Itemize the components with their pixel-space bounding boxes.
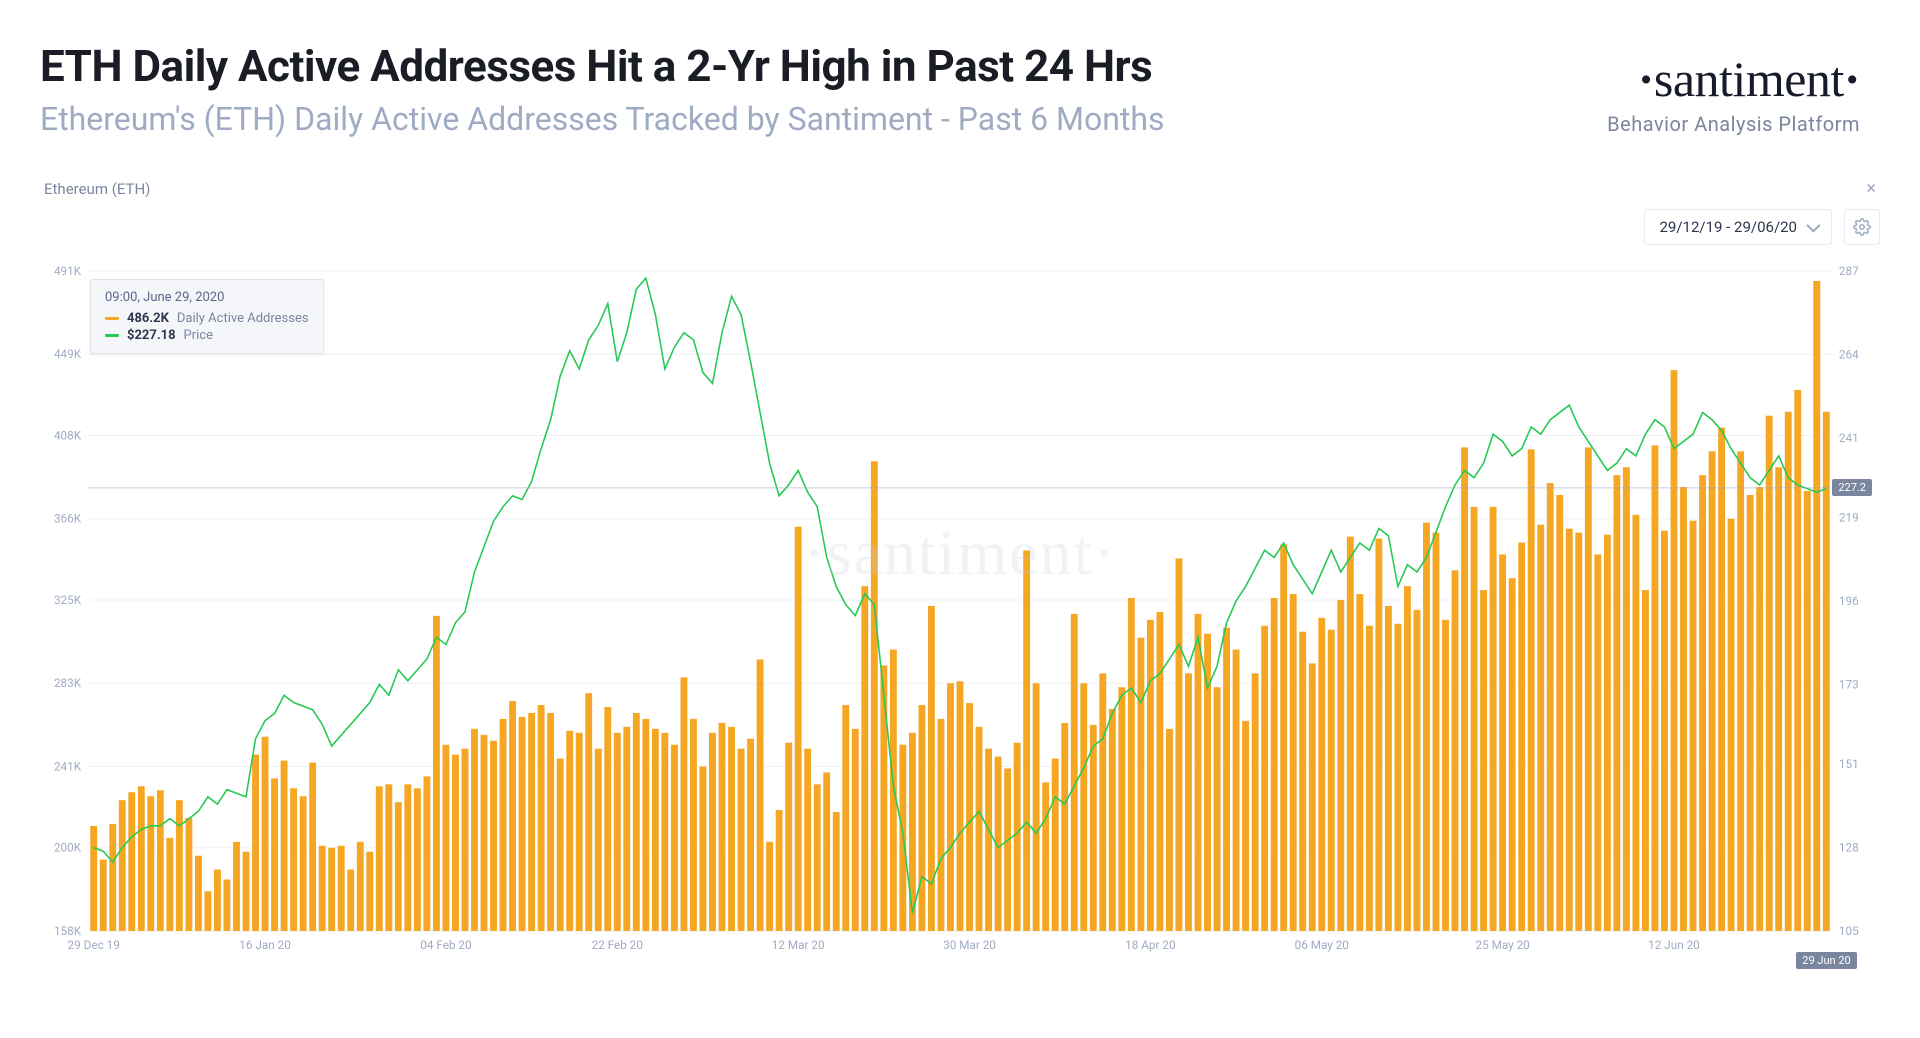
svg-text:16 Jan 20: 16 Jan 20 — [239, 938, 291, 952]
svg-text:219: 219 — [1839, 510, 1859, 524]
svg-text:449K: 449K — [54, 347, 82, 361]
price-crosshair-badge: 227.2 — [1832, 479, 1872, 496]
svg-text:151: 151 — [1839, 757, 1859, 771]
svg-text:241K: 241K — [54, 759, 82, 773]
svg-text:264: 264 — [1839, 347, 1859, 361]
svg-text:325K: 325K — [54, 593, 82, 607]
svg-text:105: 105 — [1839, 924, 1859, 938]
svg-text:408K: 408K — [54, 428, 82, 442]
settings-button[interactable] — [1844, 209, 1880, 245]
svg-text:18 Apr 20: 18 Apr 20 — [1125, 938, 1175, 952]
chart-tooltip: 09:00, June 29, 2020 486.2K Daily Active… — [90, 279, 324, 354]
svg-text:06 May 20: 06 May 20 — [1295, 938, 1349, 952]
asset-label: Ethereum (ETH) — [44, 180, 150, 198]
tooltip-series-row: $227.18 Price — [105, 328, 309, 343]
date-range-selector[interactable]: 29/12/19 - 29/06/20 — [1644, 209, 1832, 245]
gear-icon — [1853, 218, 1871, 236]
svg-text:173: 173 — [1839, 677, 1859, 691]
chevron-down-icon — [1806, 219, 1820, 233]
svg-text:241: 241 — [1839, 431, 1859, 445]
svg-text:200K: 200K — [54, 841, 82, 855]
svg-text:22 Feb 20: 22 Feb 20 — [592, 938, 643, 952]
svg-text:04 Feb 20: 04 Feb 20 — [420, 938, 471, 952]
svg-text:12 Mar 20: 12 Mar 20 — [772, 938, 825, 952]
svg-text:196: 196 — [1839, 594, 1859, 608]
combo-chart: 158K 200K 241K 283K 325K 366K 408K 449K 491K 105… — [40, 251, 1880, 971]
brand-tagline: Behavior Analysis Platform — [1607, 112, 1860, 136]
svg-text:491K: 491K — [54, 264, 82, 278]
date-crosshair-badge: 29 Jun 20 — [1796, 952, 1856, 969]
brand-block: ·santiment· Behavior Analysis Platform — [1607, 40, 1880, 136]
date-range-label: 29/12/19 - 29/06/20 — [1659, 218, 1797, 236]
chart-container[interactable]: ·santiment· 158K200K241K283K325K366K408K… — [40, 251, 1880, 971]
svg-text:25 May 20: 25 May 20 — [1475, 938, 1529, 952]
tooltip-series-row: 486.2K Daily Active Addresses — [105, 311, 309, 326]
svg-text:29 Dec 19: 29 Dec 19 — [68, 938, 120, 952]
close-icon[interactable]: × — [1866, 178, 1876, 199]
svg-text:283K: 283K — [54, 676, 82, 690]
page-subtitle: Ethereum's (ETH) Daily Active Addresses … — [40, 100, 1607, 138]
svg-text:366K: 366K — [54, 512, 82, 526]
tooltip-timestamp: 09:00, June 29, 2020 — [105, 290, 309, 305]
svg-text:158K: 158K — [54, 924, 82, 938]
brand-logo: ·santiment· — [1607, 50, 1860, 108]
svg-text:30 Mar 20: 30 Mar 20 — [943, 938, 996, 952]
page-title: ETH Daily Active Addresses Hit a 2-Yr Hi… — [40, 40, 1607, 92]
svg-text:287: 287 — [1839, 264, 1859, 278]
svg-text:128: 128 — [1839, 840, 1859, 854]
svg-text:12 Jun 20: 12 Jun 20 — [1648, 938, 1700, 952]
